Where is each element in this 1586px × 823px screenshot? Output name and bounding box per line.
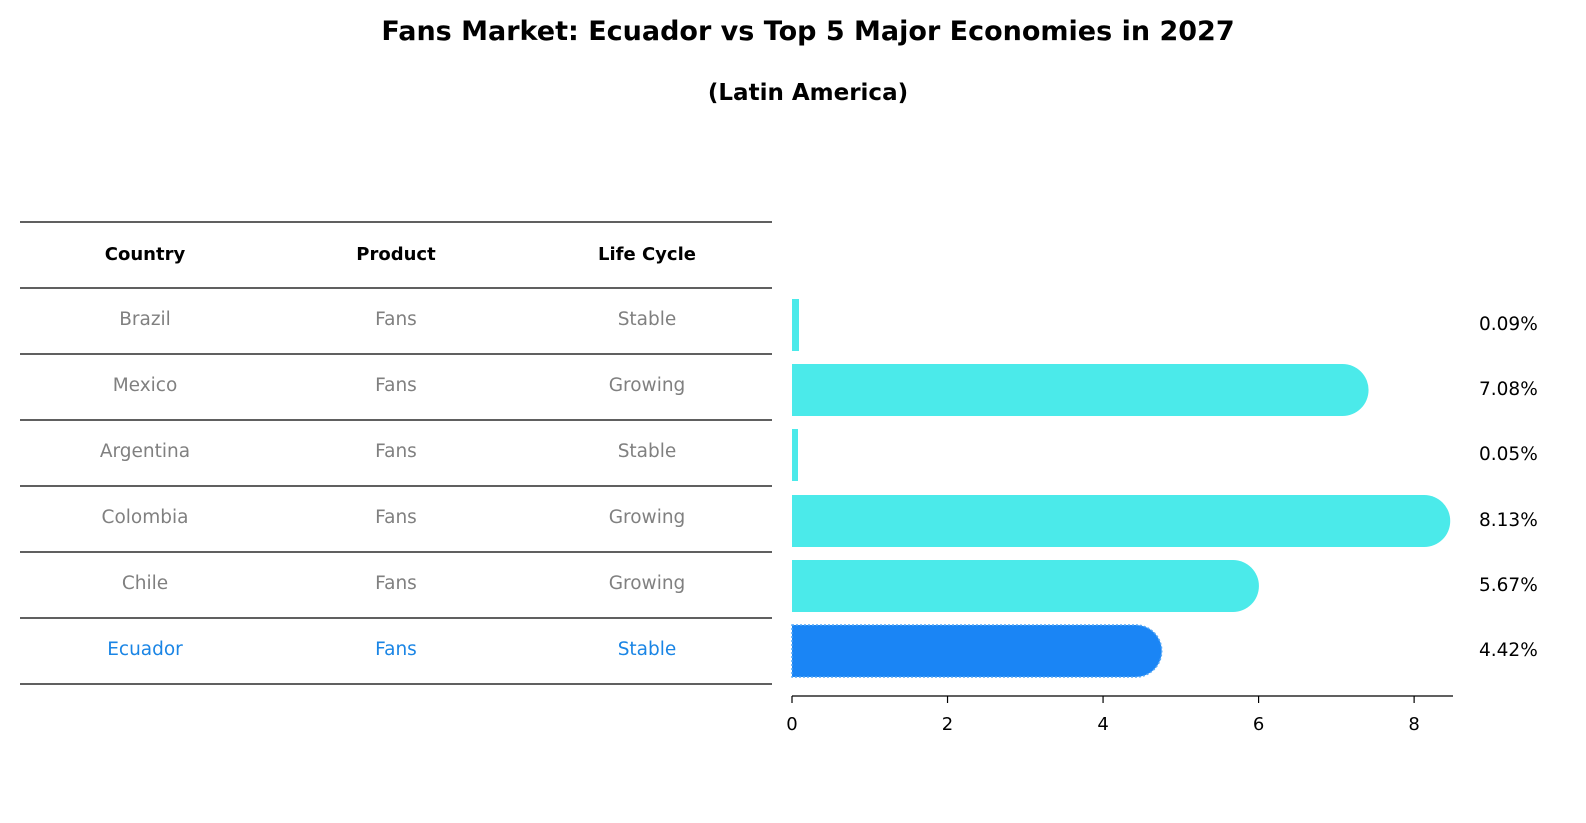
bar-ecuador — [791, 624, 1163, 678]
x-tick-label: 4 — [1097, 714, 1108, 735]
table-cell: Argentina — [100, 441, 190, 462]
table-cell: Ecuador — [107, 639, 183, 660]
data-label: 5.67% — [1479, 575, 1538, 596]
data-label: 4.42% — [1479, 640, 1538, 661]
chart-subtitle: (Latin America) — [707, 80, 909, 106]
table-cell: Growing — [609, 573, 686, 594]
chart-title: Fans Market: Ecuador vs Top 5 Major Econ… — [381, 16, 1235, 47]
x-tick-label: 8 — [1408, 714, 1419, 735]
bar-mexico — [792, 364, 1369, 416]
table-cell: Growing — [609, 507, 686, 528]
data-label: 8.13% — [1479, 510, 1538, 531]
x-axis: 0 2 4 6 8 — [786, 695, 1453, 735]
table-cell: Stable — [618, 309, 677, 330]
table-header-country: Country — [105, 244, 186, 265]
table-cell: Fans — [375, 639, 417, 660]
bar-chile — [792, 560, 1259, 612]
table-cell: Brazil — [119, 309, 171, 330]
table-cell: Stable — [618, 441, 677, 462]
table-cell: Growing — [609, 375, 686, 396]
bar-brazil — [792, 299, 799, 351]
bar-argentina — [792, 429, 798, 481]
table-header-product: Product — [356, 244, 436, 265]
data-label: 0.05% — [1479, 444, 1538, 465]
table-cell: Fans — [375, 309, 417, 330]
bar-plot — [791, 299, 1451, 678]
data-label: 0.09% — [1479, 314, 1538, 335]
bar-colombia — [792, 495, 1451, 547]
x-tick-label: 2 — [942, 714, 953, 735]
table-cell: Fans — [375, 573, 417, 594]
table-cell: Stable — [618, 639, 677, 660]
x-tick-label: 6 — [1253, 714, 1264, 735]
data-label: 7.08% — [1479, 379, 1538, 400]
table-cell: Colombia — [102, 507, 189, 528]
data-table: Country Product Life Cycle Brazil Fans Stable… — [20, 221, 772, 685]
table-cell: Fans — [375, 375, 417, 396]
table-cell: Mexico — [113, 375, 178, 396]
x-tick-label: 0 — [786, 714, 797, 735]
table-cell: Fans — [375, 441, 417, 462]
value-labels: 0.09% 7.08% 0.05% 8.13% 5.67% 4.42% — [1479, 314, 1538, 661]
table-header-life-cycle: Life Cycle — [598, 244, 696, 265]
table-cell: Fans — [375, 507, 417, 528]
table-cell: Chile — [122, 573, 168, 594]
